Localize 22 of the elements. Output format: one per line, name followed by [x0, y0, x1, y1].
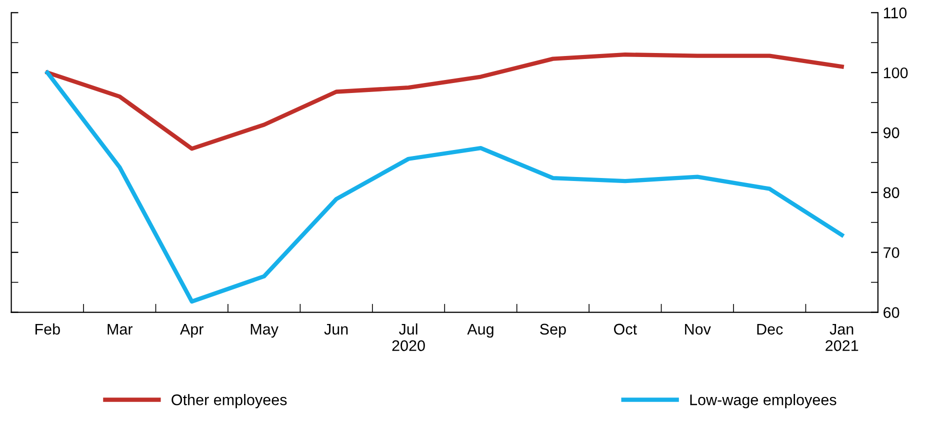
x-tick-label: Nov — [685, 324, 711, 335]
y-tick-label: 80 — [883, 187, 900, 198]
x-tick-label: Apr — [180, 324, 204, 338]
y-tick-label: 90 — [884, 127, 900, 138]
legend-label: Other employees — [172, 394, 287, 408]
line-series — [45, 52, 844, 151]
y-tick-label: 70 — [884, 247, 900, 258]
x-tick-label: Jan 2021 — [826, 324, 858, 352]
y-tick-label: 60 — [884, 307, 900, 318]
x-tick-label: Oct — [614, 324, 637, 335]
x-tick-label: Jul 2020 — [392, 323, 425, 352]
x-tick-label: Dec — [757, 324, 783, 335]
y-tick-label: 110 — [884, 8, 907, 18]
x-tick-label: Aug — [467, 324, 494, 338]
legend-label: Low-wage employees — [690, 394, 836, 408]
x-tick-label: Feb — [36, 323, 60, 335]
x-tick-label: Mar — [108, 324, 133, 335]
line-series — [45, 70, 844, 304]
x-tick-label: Jun — [324, 324, 348, 335]
x-tick-label: Sep — [540, 324, 566, 338]
x-tick-label: May — [250, 324, 278, 338]
y-tick-label: 100 — [884, 67, 908, 78]
